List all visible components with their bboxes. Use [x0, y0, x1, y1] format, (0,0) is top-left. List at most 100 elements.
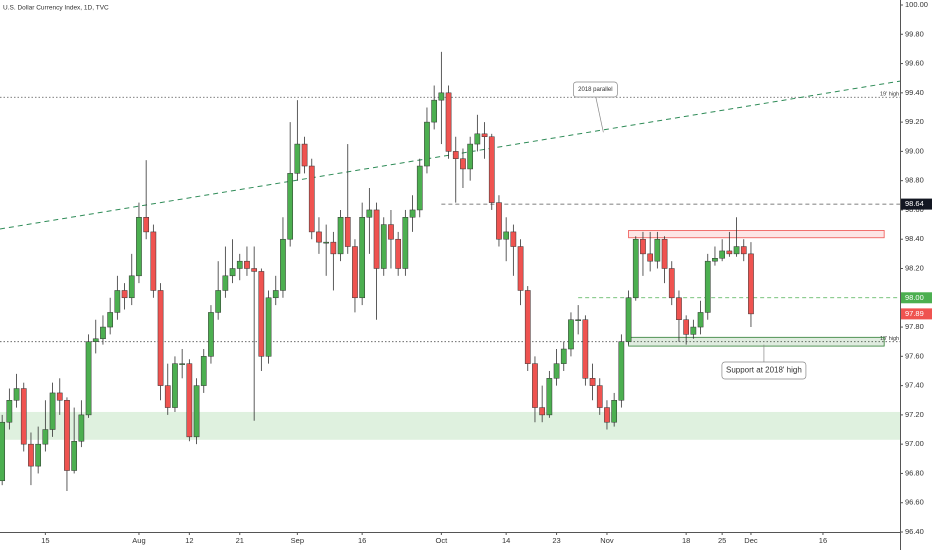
chart-title: U.S. Dollar Currency Index, 1D, TVC: [3, 5, 109, 12]
x-tick-label: 21: [236, 536, 244, 545]
x-tick-label: 23: [552, 536, 560, 545]
candle-body: [632, 238, 639, 299]
candle-body: [496, 202, 502, 240]
candle-body: [301, 143, 308, 167]
candle-body: [532, 363, 538, 408]
candle-body: [467, 143, 474, 170]
candle-body: [712, 258, 718, 262]
candle-body: [668, 268, 675, 299]
candle-body: [200, 356, 207, 386]
y-tick-label: 99.60: [905, 59, 924, 68]
x-tick-label: 16: [358, 536, 366, 545]
x-tick-label: Aug: [132, 536, 145, 545]
candle-body: [229, 268, 236, 277]
candle-body: [568, 319, 574, 350]
y-tick-label: 97.80: [905, 322, 924, 331]
price-label-box: [901, 198, 932, 210]
candle-body: [438, 92, 445, 101]
candle-body: [35, 443, 42, 467]
candle-body: [733, 246, 740, 255]
candle-body: [215, 290, 222, 313]
candle-body: [85, 341, 92, 416]
candle-body: [625, 297, 632, 342]
candle-body: [654, 238, 661, 262]
y-tick-label: 98.20: [905, 263, 924, 272]
callout-box: [573, 81, 618, 98]
y-tick-label: 100.00: [905, 0, 928, 9]
y-tick-label: 96.60: [905, 498, 924, 507]
candle-body: [280, 238, 286, 291]
candle-body: [388, 224, 394, 240]
range-box: [628, 336, 885, 347]
candle-body: [0, 421, 6, 482]
y-tick-label: 99.40: [905, 88, 924, 97]
candle-body: [445, 92, 452, 152]
candle-body: [683, 319, 690, 335]
candle-body: [517, 246, 524, 291]
price-label-box: [901, 292, 932, 304]
x-tick-label: 18: [682, 536, 690, 545]
candle-body: [618, 341, 625, 401]
candle-body: [604, 407, 610, 423]
candle-body: [164, 385, 171, 408]
x-tick-label: Oct: [436, 536, 449, 545]
candle-body: [121, 290, 128, 299]
candle-body: [553, 363, 560, 379]
candle-body: [676, 297, 682, 320]
candle-body: [208, 312, 214, 357]
price-label: 98.64: [905, 199, 924, 208]
callout-pointer: [595, 94, 604, 133]
x-tick-label: Dec: [744, 536, 758, 545]
y-tick-label: 97.40: [905, 381, 924, 390]
y-tick-label: 99.80: [905, 29, 924, 38]
y-tick-label: 96.40: [905, 527, 924, 536]
x-tick-label: 14: [502, 536, 510, 545]
candle-body: [488, 136, 495, 203]
candle-body: [244, 260, 250, 269]
candle-body: [251, 268, 258, 272]
candle-body: [380, 224, 387, 269]
candle-body: [100, 326, 106, 340]
candle-body: [92, 338, 99, 342]
y-tick-label: 99.20: [905, 117, 924, 126]
y-tick-label: 96.80: [905, 468, 924, 477]
candle-body: [503, 231, 510, 240]
candle-body: [114, 290, 121, 313]
candle-body: [308, 165, 315, 233]
candle-body: [42, 429, 49, 445]
candle-body: [13, 388, 20, 401]
candle-body: [596, 385, 603, 408]
price-label: 97.89: [905, 309, 924, 318]
candle-body: [748, 253, 754, 315]
candle-body: [719, 250, 726, 259]
candle-body: [143, 217, 150, 233]
candle-body: [546, 378, 553, 416]
candle-body: [150, 231, 157, 291]
candle-body: [575, 319, 582, 321]
candle-body: [647, 253, 654, 262]
candle-body: [726, 250, 733, 255]
x-tick-label: 16: [819, 536, 827, 545]
y-tick-label: 98.40: [905, 234, 924, 243]
candle-body: [661, 238, 668, 269]
level-label: 18' high: [880, 336, 899, 342]
candle-body: [402, 217, 409, 269]
candle-body: [740, 246, 747, 255]
candle-body: [71, 440, 78, 471]
price-label: 98.00: [905, 293, 924, 302]
candle-body: [128, 275, 135, 299]
y-tick-label: 97.00: [905, 439, 924, 448]
candle-body: [287, 173, 294, 240]
candle-body: [179, 363, 186, 365]
x-tick-label: Sep: [291, 536, 304, 545]
candle-body: [359, 217, 366, 299]
candle-body: [589, 378, 596, 386]
candle-body: [157, 290, 164, 386]
candle-body: [409, 209, 416, 218]
callout-label: Support at 2018' high: [726, 366, 802, 375]
candle-body: [352, 246, 358, 299]
candle-body: [323, 241, 330, 244]
candle-body: [236, 260, 243, 269]
